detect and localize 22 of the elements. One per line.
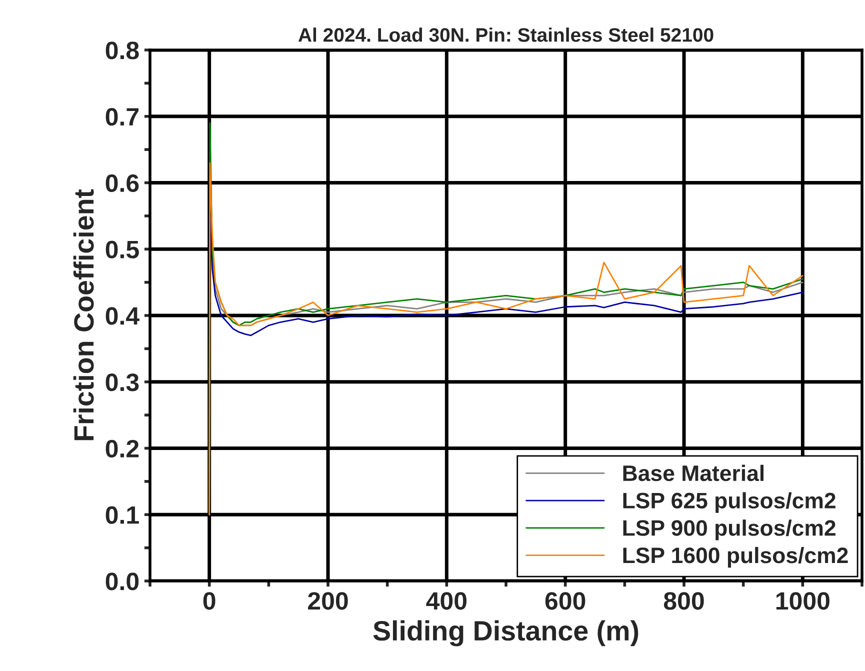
legend-label: LSP 625 pulsos/cm2 [623, 492, 836, 513]
x-axis-title: Sliding Distance (m) [373, 620, 638, 646]
legend-label: LSP 900 pulsos/cm2 [623, 520, 836, 540]
y-tick-label: 0.4 [106, 307, 140, 325]
x-tick-label: 0 [203, 592, 216, 610]
x-tick-label: 200 [308, 592, 348, 610]
y-tick-label: 0.3 [106, 373, 139, 392]
y-tick-label: 0.0 [106, 572, 139, 590]
y-tick-label: 0.7 [106, 108, 138, 126]
y-tick-label: 0.6 [106, 174, 139, 192]
x-tick-label: 800 [664, 592, 704, 610]
legend-label: Base Material [623, 464, 764, 482]
y-tick-label: 0.2 [106, 440, 139, 458]
y-axis-title: Friction Coefficient [73, 189, 94, 440]
x-tick-label: 400 [426, 592, 466, 610]
y-tick-label: 0.8 [106, 42, 139, 60]
x-tick-label: 600 [545, 592, 586, 610]
y-tick-label: 0.1 [106, 506, 139, 524]
y-tick-label: 0.5 [106, 240, 139, 258]
legend-label: LSP 1600 pulsos/cm2 [623, 546, 848, 568]
x-tick-label: 1000 [776, 592, 830, 610]
chart-title: Al 2024. Load 30N. Pin: Stainless Steel 52100 [298, 28, 714, 42]
